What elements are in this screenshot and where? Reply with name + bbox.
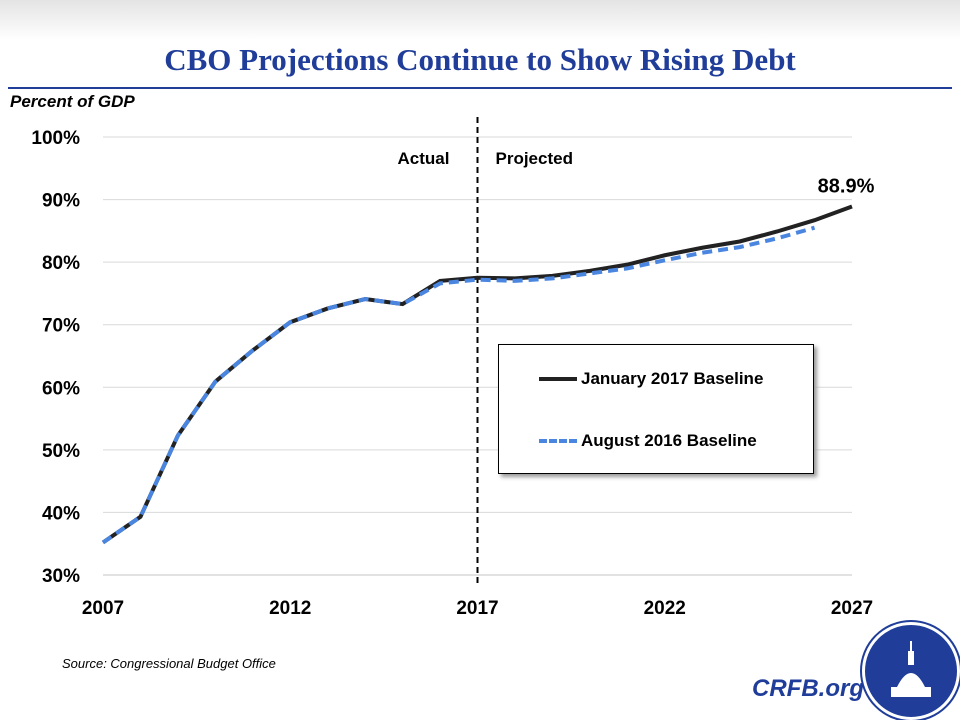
y-tick-label: 70% [42,316,80,337]
end-value-label: 88.9% [818,175,875,197]
projected-label: Projected [496,149,573,168]
capitol-logo [862,622,960,720]
x-tick-label: 2027 [831,598,873,619]
title-underline [8,87,952,89]
x-tick-label: 2017 [456,598,498,619]
y-tick-label: 50% [42,441,80,462]
source-note: Source: Congressional Budget Office [62,656,276,671]
legend: January 2017 Baseline August 2016 Baseli… [498,344,814,474]
y-tick-label: 60% [42,378,80,399]
x-tick-label: 2012 [269,598,311,619]
legend-label-august: August 2016 Baseline [581,431,757,450]
site-link[interactable]: CRFB.org [752,675,864,702]
y-tick-label: 90% [42,191,80,212]
legend-item-august: August 2016 Baseline [539,431,757,451]
y-tick-label: 40% [42,503,80,524]
series-line-august-2016 [101,225,816,545]
legend-item-january: January 2017 Baseline [539,369,763,389]
x-tick-label: 2007 [82,598,124,619]
legend-swatch-august [539,439,577,443]
legend-swatch-january [539,377,577,381]
x-tick-label: 2022 [644,598,686,619]
y-tick-label: 80% [42,253,80,274]
chart-title: CBO Projections Continue to Show Rising … [164,42,796,77]
actual-label: Actual [398,149,450,168]
y-tick-label: 30% [42,566,80,587]
y-tick-label: 100% [31,128,80,149]
legend-label-january: January 2017 Baseline [581,369,764,388]
capitol-dome-icon [891,641,931,697]
top-band [0,0,960,40]
y-axis-label: Percent of GDP [10,92,135,111]
